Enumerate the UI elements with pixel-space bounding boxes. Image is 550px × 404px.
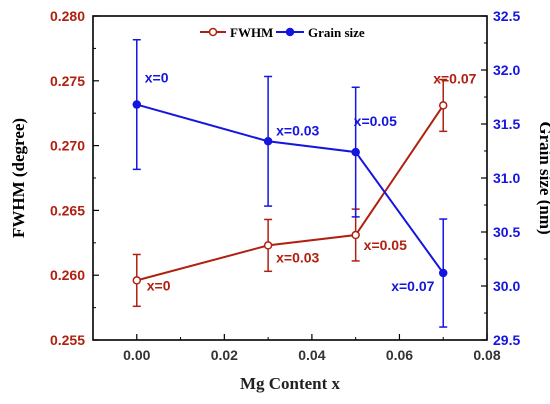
point-labels: x=0 x=0.03 x=0.05 x=0.07 x=0 x=0.03 x=0.05 x=0.… [145,70,477,294]
left-tick-label: 0.280 [50,8,85,24]
x-tick-label: 0.02 [211,347,238,363]
right-tick-label: 29.5 [493,332,520,348]
x-tick-label: 0.06 [386,347,413,363]
x-tick-label: 0.00 [123,347,150,363]
legend: FWHM Grain size [200,25,365,40]
grain-size-point-label: x=0.05 [354,113,397,129]
right-axis-title: Grain size (nm) [536,121,550,234]
grain-size-data-point [438,268,448,278]
right-tick-label: 32.5 [493,8,520,24]
grain-size-point-label: x=0.07 [391,278,434,294]
fwhm-data-point [263,241,273,250]
right-tick-label: 30.5 [493,224,520,240]
right-tick-label: 32.0 [493,62,520,78]
grain-size-series-line [136,103,445,274]
left-tick-label: 0.270 [50,138,85,154]
grain-size-point-label: x=0.03 [276,122,319,138]
legend-fwhm-label: FWHM [230,25,273,40]
left-tick-label: 0.275 [50,73,85,89]
left-tick-label: 0.265 [50,202,85,218]
legend-fwhm-marker [208,27,218,37]
fwhm-data-point [438,101,448,110]
left-axis-title: FWHM (degree) [9,118,28,238]
right-tick-label: 30.0 [493,278,520,294]
x-tick-label: 0.04 [298,347,325,363]
grain-size-data-point [263,137,273,146]
legend-grain-marker [285,27,295,37]
right-tick-label: 31.5 [493,116,520,132]
legend-grain-label: Grain size [308,25,365,40]
x-axis-title: Mg Content x [240,374,341,393]
grain-size-point-label: x=0 [145,70,169,86]
right-axis-ticks: 29.5 30.0 30.5 31.0 31.5 32.0 32.5 [481,8,520,348]
x-tick-label: 0.08 [473,347,500,363]
fwhm-point-label: x=0 [147,277,171,293]
fwhm-point-label: x=0.07 [433,70,476,86]
x-axis-ticks: 0.00 0.02 0.04 0.06 0.08 [92,334,501,363]
right-tick-label: 31.0 [493,170,520,186]
left-tick-label: 0.255 [50,332,85,348]
grain-size-data-point [132,100,142,109]
series-layer [132,39,448,328]
fwhm-data-point [351,230,360,240]
fwhm-data-point [132,276,142,285]
fwhm-series-line [136,104,445,282]
fwhm-point-label: x=0.03 [276,249,319,265]
grain-size-data-point [351,147,360,157]
left-tick-label: 0.260 [50,267,85,283]
fwhm-point-label: x=0.05 [364,237,407,253]
left-axis-ticks: 0.255 0.260 0.265 0.270 0.275 0.280 [50,8,99,348]
